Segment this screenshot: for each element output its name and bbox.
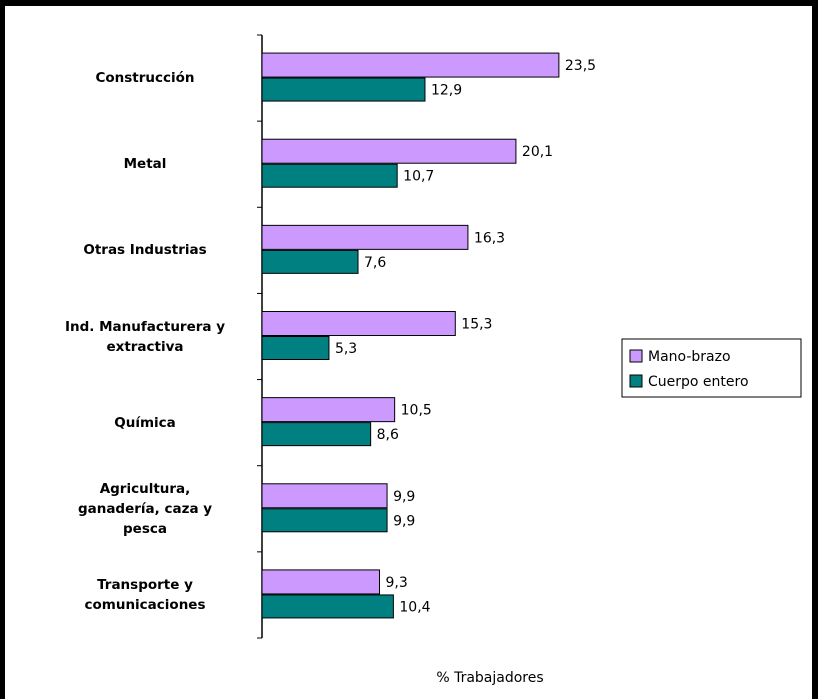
- data-label: 9,3: [385, 575, 407, 591]
- data-label: 8,6: [377, 427, 399, 443]
- x-axis-label: % Trabajadores: [436, 670, 543, 686]
- data-label: 16,3: [474, 230, 505, 246]
- legend-box: [621, 338, 802, 398]
- legend-swatch: [629, 349, 643, 363]
- y-tick-label: Metal: [123, 156, 167, 173]
- data-label: 9,9: [393, 489, 415, 505]
- bar: [261, 397, 396, 423]
- bar: [261, 508, 388, 533]
- data-label: 12,9: [431, 83, 462, 99]
- data-label: 7,6: [364, 255, 386, 271]
- bar: [261, 311, 456, 336]
- bar: [261, 336, 330, 360]
- bar: [261, 52, 560, 78]
- bar: [261, 249, 359, 274]
- y-tick-label: Agricultura, ganadería, caza y pesca: [77, 480, 213, 537]
- y-tick-label: Química: [114, 414, 176, 431]
- legend-label: Cuerpo entero: [648, 374, 749, 390]
- bar: [261, 163, 398, 188]
- legend-label: Mano-brazo: [648, 349, 731, 365]
- bar: [261, 594, 394, 619]
- legend-swatch: [629, 374, 643, 388]
- data-label: 10,5: [401, 403, 432, 419]
- data-label: 15,3: [461, 317, 492, 333]
- data-label: 20,1: [522, 144, 553, 160]
- y-tick-label: Construcción: [95, 70, 195, 87]
- y-tick-label: Ind. Manufacturera y extractiva: [64, 318, 226, 355]
- bar: [261, 138, 517, 164]
- data-label: 9,9: [393, 513, 415, 529]
- y-tick-label: Otras Industrias: [83, 242, 207, 259]
- bar: [261, 483, 388, 509]
- bar: [261, 77, 426, 102]
- bar: [261, 569, 380, 595]
- bar: [261, 224, 469, 250]
- data-label: 5,3: [335, 341, 357, 357]
- data-label: 10,7: [403, 169, 434, 185]
- data-label: 10,4: [399, 599, 430, 615]
- y-tick-label: Transporte y comunicaciones: [84, 576, 206, 613]
- bar: [261, 422, 372, 447]
- data-label: 23,5: [565, 58, 596, 74]
